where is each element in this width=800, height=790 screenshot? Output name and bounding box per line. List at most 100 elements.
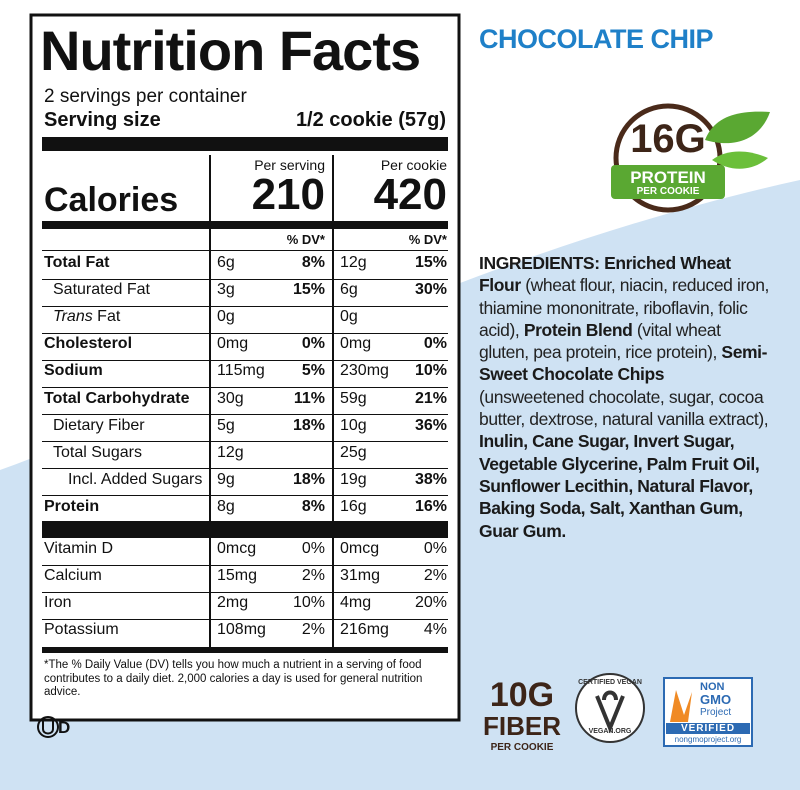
nutrient-name-text: Protein <box>44 497 100 515</box>
nutrient-name-text: Total Carbohydrate <box>44 389 190 407</box>
daily-value: 15% <box>292 281 325 299</box>
amount: 0g <box>340 308 358 326</box>
amount: 9g <box>217 470 235 488</box>
nutrient-name: Potassium <box>44 621 119 639</box>
amount: 12g <box>217 443 244 461</box>
row-rule <box>42 305 448 307</box>
daily-value: 10% <box>292 594 325 612</box>
badge-amount: 16G <box>630 117 706 161</box>
calories-value: 210 <box>251 170 325 219</box>
column-header: Per cookie <box>380 157 447 173</box>
daily-value: 16% <box>414 497 447 515</box>
thick-bar <box>42 137 448 151</box>
amount: 4mg <box>340 594 372 612</box>
amount: 15mg <box>217 567 258 585</box>
row-rule <box>42 332 448 334</box>
amount: 2mg <box>217 594 249 612</box>
badge-sublabel: PER COOKIE <box>636 186 700 197</box>
calories-value: 420 <box>373 170 447 219</box>
amount: 59g <box>340 389 367 407</box>
amount: 10g <box>340 416 367 434</box>
footnote: *The % Daily Value (DV) tells you how mu… <box>44 659 423 698</box>
daily-value: 15% <box>414 254 447 271</box>
daily-value: 8% <box>301 497 325 515</box>
daily-value: 30% <box>414 281 447 299</box>
amount: 0mg <box>217 335 249 353</box>
row-rule <box>42 386 448 388</box>
nutrient-name: Cholesterol <box>44 335 132 353</box>
nutrient-name-text: Calcium <box>44 567 102 585</box>
amount: 12g <box>340 254 367 271</box>
vegan-heart <box>595 690 625 734</box>
row-rule <box>42 414 448 415</box>
amount: 8g <box>217 497 235 515</box>
daily-value: 2% <box>423 567 447 585</box>
ingredient-text: Semi-Sweet Chocolate Chips <box>479 342 768 385</box>
vegan-top: CERTIFIED VEGAN <box>578 679 642 686</box>
ingredient-text: Inulin, Cane Sugar, Invert Sugar, Vegeta… <box>479 431 760 541</box>
amount: 31mg <box>340 567 381 585</box>
nutrient-name: Incl. Added Sugars <box>68 471 202 489</box>
nutrient-name: Protein <box>44 498 99 516</box>
nutrient-name-text: Total Sugars <box>53 443 142 461</box>
kosher-d: D <box>58 718 71 737</box>
nutrient-name: Vitamin D <box>44 540 113 558</box>
nutrient-name: Total Carbohydrate <box>44 390 190 408</box>
row-rule <box>42 564 448 566</box>
amount: 16g <box>340 497 367 515</box>
verified-band <box>666 723 750 734</box>
nutrient-name: Total Fat <box>44 254 109 272</box>
nutrient-name-text: Cholesterol <box>44 335 133 353</box>
fiber-label: FIBER <box>483 711 561 741</box>
daily-value: 18% <box>292 416 325 434</box>
amount: 5g <box>217 416 235 434</box>
fiber-sublabel: PER COOKIE <box>490 742 554 753</box>
nutrient-name: Saturated Fat <box>53 281 150 299</box>
leaf <box>705 111 770 144</box>
nongmo-top: NON <box>700 681 725 693</box>
protein-banner <box>611 165 725 199</box>
amount: 0mg <box>340 335 372 353</box>
vegan-bottom: VEGAN.ORG <box>588 728 632 735</box>
kosher-circle <box>37 716 59 738</box>
nongmo-url: nongmoproject.org <box>674 735 742 744</box>
row-rule <box>42 250 448 251</box>
nongmo-verified: VERIFIED <box>680 723 736 734</box>
leaf <box>712 151 768 169</box>
medium-bar <box>42 221 448 229</box>
ingredient-text: (unsweetened chocolate, sugar, cocoa but… <box>479 386 769 430</box>
nutrient-name-text: Total Fat <box>44 254 110 271</box>
nongmo-butterfly <box>670 690 692 722</box>
daily-value: 20% <box>414 594 447 612</box>
amount: 0mcg <box>340 540 380 557</box>
daily-value: 2% <box>301 621 325 639</box>
row-rule <box>42 278 448 280</box>
row-rule <box>42 495 448 497</box>
serving-size: 1/2 cookie (57g) <box>295 109 446 131</box>
nutrient-name-text: Sodium <box>44 362 103 380</box>
ingredient-text: INGREDIENTS: Enriched Wheat Flour <box>479 253 731 296</box>
daily-value: 0% <box>301 335 325 353</box>
amount: 6g <box>217 254 235 271</box>
vegan-logo <box>575 673 645 743</box>
amount: 0mcg <box>217 540 257 557</box>
ingredient-text: Protein Blend <box>523 319 633 340</box>
daily-value: 11% <box>293 389 325 407</box>
amount: 108mg <box>217 621 266 639</box>
nutrient-name-text: Fat <box>97 308 121 326</box>
column-header: Per serving <box>254 157 325 173</box>
nongmo-middle: GMO <box>700 692 732 707</box>
amount: 115mg <box>217 362 265 380</box>
nutrient-name-text: Iron <box>44 594 72 612</box>
daily-value: 5% <box>301 362 325 380</box>
amount: 216mg <box>340 621 389 639</box>
thick-bar <box>42 521 448 538</box>
nutrient-name-text: Incl. Added Sugars <box>68 470 203 488</box>
daily-value: 21% <box>414 389 447 407</box>
label-title: Nutrition Facts <box>40 19 421 82</box>
ingredient-text: (vital wheat gluten, pea protein, rice p… <box>479 319 722 363</box>
nutrient-name: Sodium <box>44 362 103 380</box>
medium-bar <box>42 647 448 653</box>
